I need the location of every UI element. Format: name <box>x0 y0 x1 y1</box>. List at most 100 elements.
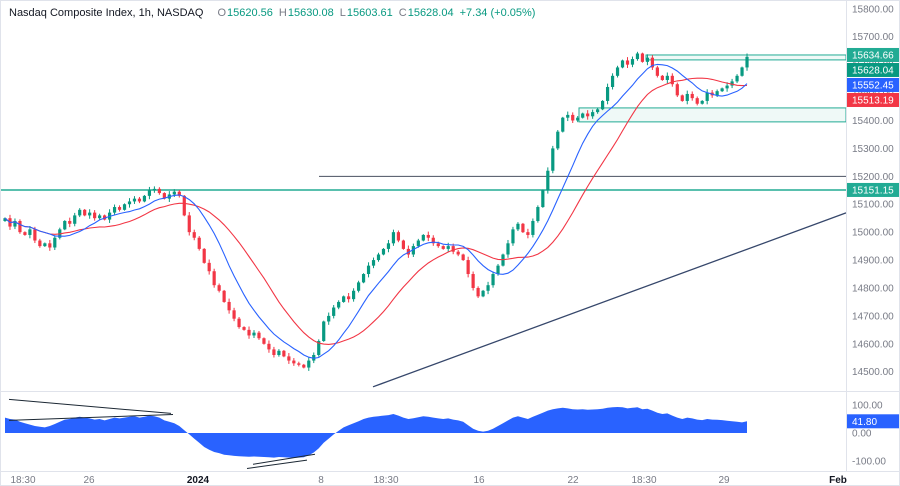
trendline[interactable] <box>372 212 847 388</box>
price-tick-label: 15400.00 <box>852 116 894 127</box>
low-label: L <box>339 7 346 19</box>
candle-body <box>142 195 147 202</box>
candle-body <box>207 262 211 272</box>
candle-body <box>396 232 401 241</box>
price-tick-label: 14500.00 <box>852 367 894 378</box>
candle-body <box>605 86 610 101</box>
candle-body <box>182 195 186 216</box>
candle-body <box>222 290 226 302</box>
price-tick-label: 15700.00 <box>852 32 894 43</box>
candle-body <box>715 91 719 96</box>
price-tick-label: 14800.00 <box>852 283 894 294</box>
oscillator-tick-label: 100.00 <box>852 401 883 412</box>
candle-body <box>610 75 615 87</box>
candle-body <box>730 81 734 86</box>
candles-layer <box>3 51 749 371</box>
candle-body <box>257 332 261 339</box>
candle-body <box>73 215 77 224</box>
candle-body <box>43 243 47 247</box>
candle-body <box>566 114 570 118</box>
price-zone-box[interactable] <box>578 107 847 123</box>
time-tick-label: 22 <box>567 475 579 486</box>
candle-body <box>635 53 640 60</box>
candle-body <box>466 260 470 275</box>
price-tick-label: 15100.00 <box>852 200 894 211</box>
candle-body <box>576 117 580 121</box>
candle-body <box>426 234 430 238</box>
candle-body <box>202 248 206 263</box>
candle-body <box>516 223 520 230</box>
symbol-title[interactable]: Nasdaq Composite Index, 1h, NASDAQ <box>9 7 204 19</box>
candle-body <box>53 237 57 248</box>
candle-body <box>112 207 117 213</box>
candle-body <box>292 360 296 364</box>
oscillator-trendline[interactable] <box>8 398 172 414</box>
time-tick-label: 8 <box>318 475 324 486</box>
price-tick-label: 14600.00 <box>852 339 894 350</box>
candle-body <box>391 232 396 244</box>
candle-body <box>212 271 216 286</box>
oscillator-tick-label: -100.00 <box>852 456 886 467</box>
candle-body <box>705 92 709 101</box>
candle-body <box>93 212 97 219</box>
price-tag <box>847 62 899 77</box>
candle-body <box>436 243 440 247</box>
candle-body <box>132 198 137 202</box>
candle-body <box>361 274 366 283</box>
candle-body <box>48 243 52 248</box>
oscillator-trendline[interactable] <box>252 453 316 465</box>
oscillator-tag <box>847 414 899 429</box>
candle-body <box>541 190 545 208</box>
candle-body <box>127 201 132 205</box>
oscillator-tag-value: 41.80 <box>852 417 877 428</box>
candle-body <box>675 84 679 96</box>
open-label: O <box>217 7 226 19</box>
candle-body <box>556 131 560 149</box>
candle-body <box>337 301 341 308</box>
price-tick-label: 14900.00 <box>852 256 894 267</box>
candle-body <box>511 229 515 244</box>
candle-body <box>277 350 281 355</box>
oscillator-trendline[interactable] <box>246 459 308 469</box>
symbol-legend: Nasdaq Composite Index, 1h, NASDAQ O15620… <box>9 7 535 19</box>
candle-body <box>601 100 605 110</box>
candle-body <box>23 232 27 235</box>
candle-body <box>486 285 490 291</box>
candle-body <box>720 88 724 92</box>
candle-body <box>267 343 271 350</box>
price-tag-value: 15552.45 <box>852 80 894 91</box>
time-tick-label: 16 <box>473 475 485 486</box>
candle-body <box>152 188 156 191</box>
candle-body <box>197 237 201 249</box>
candle-body <box>262 338 266 344</box>
oscillator-tick-label: 0.00 <box>852 428 872 439</box>
close-label: C <box>398 7 407 19</box>
candle-body <box>546 170 550 191</box>
candle-body <box>615 67 620 76</box>
candle-body <box>586 113 590 117</box>
candle-body <box>227 301 231 311</box>
time-axis[interactable]: 18:30 26 2024 8 18:30 16 22 18:30 29 Feb <box>10 475 846 486</box>
candle-body <box>655 67 659 76</box>
candle-body <box>137 198 142 202</box>
candle-body <box>352 290 356 300</box>
candle-body <box>162 193 166 199</box>
candle-body <box>481 290 485 297</box>
time-tick-label: 2024 <box>187 475 210 486</box>
oscillator-trendline[interactable] <box>8 414 174 421</box>
price-tag <box>847 92 899 107</box>
candle-body <box>317 341 321 355</box>
candle-body <box>297 363 301 365</box>
oscillator-layer: 100.00 0.00 -100.00 <box>5 398 886 469</box>
close-value: 15628.04 <box>407 7 454 19</box>
candle-body <box>670 75 674 85</box>
candle-body <box>88 212 92 216</box>
high-value: 15630.08 <box>287 7 334 19</box>
candle-body <box>287 356 291 361</box>
candle-body <box>630 59 635 65</box>
candle-body <box>461 254 465 261</box>
candle-body <box>401 240 405 249</box>
candle-body <box>347 296 351 300</box>
